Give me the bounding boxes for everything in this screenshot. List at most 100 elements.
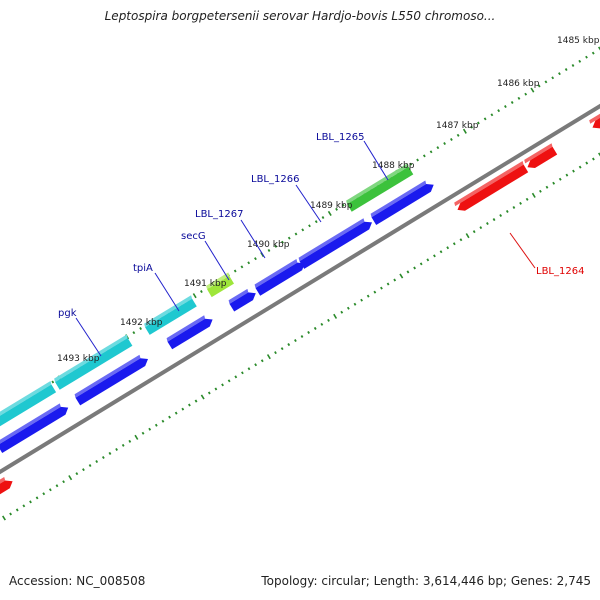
tick-mark <box>592 157 595 161</box>
tick-mark <box>194 399 198 403</box>
cds-blue-4[interactable] <box>228 288 256 312</box>
tick-mark <box>530 87 535 93</box>
cds-blue-7[interactable] <box>370 180 434 226</box>
tick-mark <box>240 265 244 269</box>
cds-red-4[interactable] <box>0 477 13 496</box>
tick-mark <box>486 222 489 226</box>
tick-mark <box>68 475 73 481</box>
cds-pgk-1[interactable] <box>0 381 57 434</box>
gene-features <box>0 105 600 496</box>
tick-mark <box>181 407 185 411</box>
gene-label-pgk[interactable]: pgk <box>58 308 77 319</box>
tick-mark <box>525 197 529 201</box>
gene-label-tpia[interactable]: tpiA <box>133 263 153 274</box>
tick-mark <box>188 403 191 407</box>
tick-mark <box>75 472 79 476</box>
tick-mark <box>490 113 494 117</box>
tick-mark <box>456 133 460 137</box>
tick-mark <box>436 146 440 150</box>
cds-blue-6[interactable] <box>298 218 372 269</box>
tick-mark <box>552 181 556 185</box>
tick-mark <box>346 306 350 310</box>
lower-scale-ticks <box>2 152 600 521</box>
cds-lbl-1264[interactable] <box>454 161 529 211</box>
tick-mark <box>134 434 139 440</box>
cds-red-2[interactable] <box>524 143 558 168</box>
gene-label-lbl-1264[interactable]: LBL_1264 <box>536 266 584 277</box>
tick-mark <box>373 290 377 294</box>
tick-mark <box>558 72 561 76</box>
scale-label-1485: 1485 kbp <box>557 36 600 46</box>
cds-red-3[interactable] <box>589 105 600 129</box>
tick-mark <box>333 313 338 319</box>
tick-mark <box>483 117 487 121</box>
tick-mark <box>360 298 363 302</box>
tick-mark <box>450 137 453 141</box>
tick-mark <box>101 456 105 459</box>
tick-mark <box>247 367 251 371</box>
tick-mark <box>492 218 496 222</box>
scale-label-1488: 1488 kbp <box>372 161 415 171</box>
tick-mark <box>443 142 446 146</box>
tick-mark <box>341 203 345 207</box>
cds-blue-1[interactable] <box>0 403 69 453</box>
tick-mark <box>504 105 507 109</box>
tick-mark <box>62 480 65 484</box>
tick-mark <box>572 169 575 173</box>
forward-leader-lines <box>75 140 389 357</box>
tick-mark <box>280 347 284 351</box>
tick-mark <box>340 310 344 314</box>
reverse-leader-line <box>509 232 536 269</box>
tick-mark <box>9 512 12 516</box>
cds-blue-3[interactable] <box>166 315 213 350</box>
tick-mark <box>479 226 483 230</box>
scale-label-1486: 1486 kbp <box>497 79 540 89</box>
tick-mark <box>15 508 19 512</box>
scale-ticks <box>0 46 600 521</box>
tick-mark <box>139 327 142 331</box>
tick-mark <box>294 339 297 343</box>
tick-mark <box>531 192 536 198</box>
gene-label-lbl-1265[interactable]: LBL_1265 <box>316 132 364 143</box>
tick-mark <box>192 293 197 299</box>
gene-label-lbl-1267[interactable]: LBL_1267 <box>195 209 243 220</box>
tick-mark <box>551 76 555 80</box>
tick-mark <box>88 464 92 468</box>
cds-secg[interactable] <box>206 272 234 298</box>
tick-mark <box>294 232 298 236</box>
tick-mark <box>446 246 450 250</box>
tick-mark <box>558 177 562 181</box>
cds-pgk-2[interactable] <box>54 334 133 390</box>
tick-mark <box>524 92 528 96</box>
gene-label-lbl-1266[interactable]: LBL_1266 <box>251 174 299 185</box>
tick-mark <box>578 59 582 63</box>
cds-blue-2[interactable] <box>74 354 148 406</box>
tick-mark <box>234 375 238 379</box>
tick-mark <box>399 273 404 279</box>
tick-mark <box>564 68 568 72</box>
tick-mark <box>132 331 136 335</box>
tick-mark <box>128 439 132 443</box>
tick-mark <box>585 55 588 59</box>
tick-mark <box>274 351 277 355</box>
tick-mark <box>281 240 284 244</box>
tick-mark <box>241 371 244 375</box>
tick-mark <box>505 209 509 213</box>
genome-backbone <box>0 103 600 475</box>
gene-label-secg[interactable]: secG <box>181 231 206 242</box>
cds-blue-5[interactable] <box>254 259 305 296</box>
scale-label-1492: 1492 kbp <box>120 318 163 328</box>
tick-mark <box>148 427 152 431</box>
tick-mark <box>108 451 112 455</box>
scale-label-1493: 1493 kbp <box>57 354 100 364</box>
tick-mark <box>121 443 125 447</box>
tick-mark <box>254 257 257 261</box>
tick-mark <box>519 201 522 205</box>
tick-mark <box>499 214 503 217</box>
tick-mark <box>260 359 264 363</box>
tick-mark <box>301 228 305 232</box>
cds-tpia[interactable] <box>144 295 197 335</box>
tick-mark <box>598 152 600 157</box>
cds-lbl-1265[interactable] <box>346 163 414 212</box>
